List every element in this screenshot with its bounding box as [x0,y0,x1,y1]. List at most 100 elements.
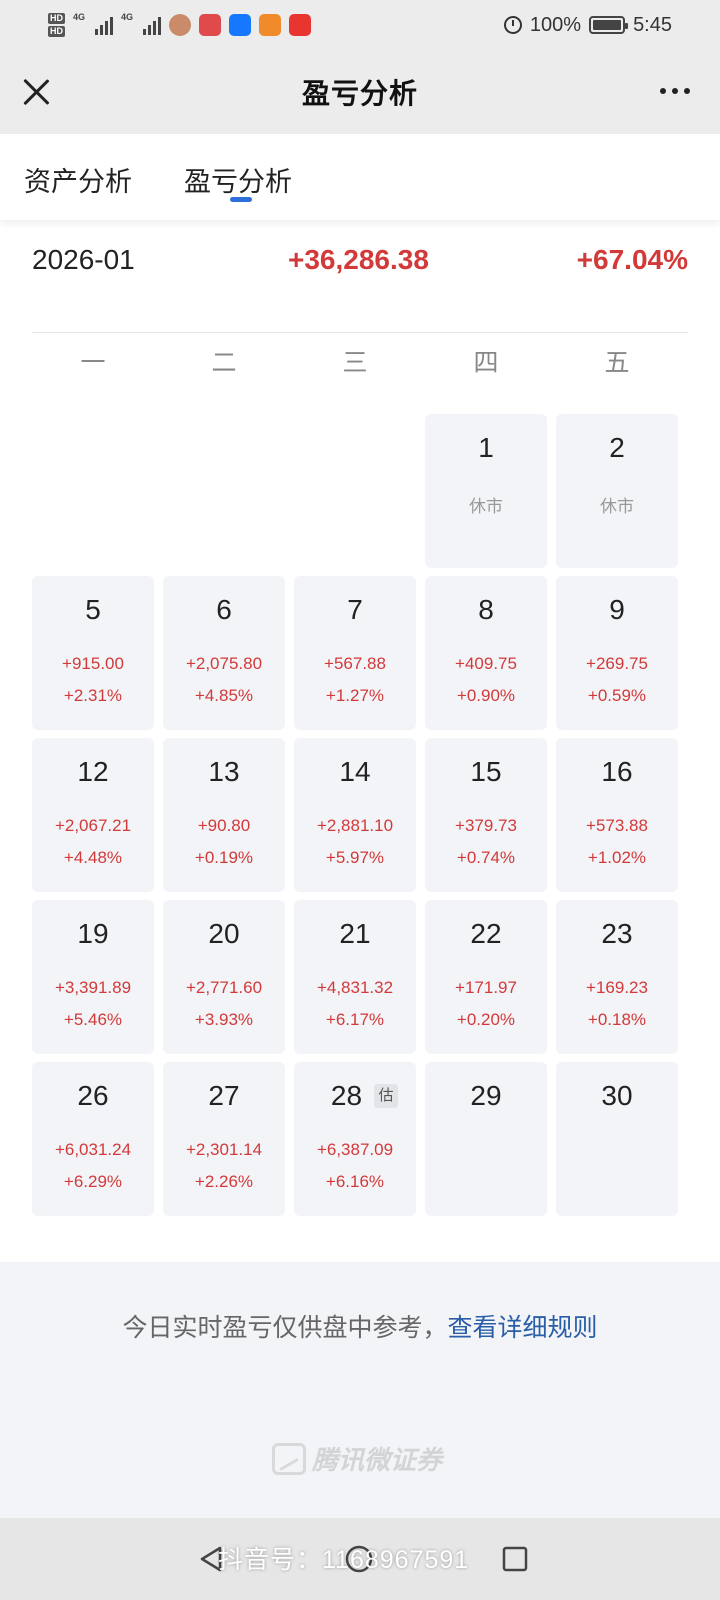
summary-profit: +36,286.38 [288,244,429,275]
weekday-label: 五 [604,349,630,377]
weekday-label: 一 [80,349,106,377]
day-rate: +0.19% [194,848,254,867]
calendar-day-cell[interactable]: 15 +379.73 +0.74% [425,738,547,892]
active-tab-indicator [230,197,252,202]
day-profit: +6,387.09 [316,1140,394,1159]
hd-label-1: HD [48,13,65,24]
system-navigation-bar: 抖音号：1168967591 [0,1518,720,1600]
day-number: 27 [208,1080,240,1111]
network-type-1: 4G [73,12,86,22]
calendar-day-cell[interactable]: 8 +409.75 +0.90% [425,576,547,730]
weekday-label: 二 [211,349,237,377]
navigation-bar: 盈亏分析 [0,50,720,134]
day-rate: +5.97% [325,848,385,867]
network-type-2: 4G [121,12,134,22]
day-number: 19 [77,918,109,949]
calendar-day-cell[interactable]: 7 +567.88 +1.27% [294,576,416,730]
day-profit: +171.97 [455,978,517,997]
summary-month: 2026-01 [32,244,135,275]
day-number: 15 [470,756,502,787]
day-number: 16 [601,756,633,787]
calendar-day-cell[interactable]: 12 +2,067.21 +4.48% [32,738,154,892]
calendar-day-cell[interactable]: 9 +269.75 +0.59% [556,576,678,730]
hd-indicator: HD HD [48,12,65,38]
clock: 5:45 [633,13,672,36]
page-title: 盈亏分析 [301,78,418,109]
day-rate: +2.26% [194,1172,254,1191]
day-profit: +2,881.10 [316,816,394,835]
day-profit: +4,831.32 [316,978,394,997]
calendar-day-cell[interactable]: 2 休市 [556,414,678,568]
status-left: HD HD 4G 4G [48,12,312,38]
rules-link[interactable]: 查看详细规则 [447,1314,598,1342]
month-summary: 2026-01 +36,286.38 +67.04% [0,240,720,284]
day-number: 28 [330,1080,363,1111]
alarm-icon [503,16,522,34]
day-profit: +409.75 [455,654,517,673]
day-rate: +3.93% [194,1010,254,1029]
day-profit: +567.88 [324,654,386,673]
day-rate: +4.85% [194,686,254,705]
day-profit: +269.75 [586,654,648,673]
signal-icon [95,15,114,35]
day-number: 5 [85,594,101,625]
weekday-label: 三 [342,349,368,377]
divider [32,332,688,333]
more-icon[interactable] [660,88,690,94]
summary-rate: +67.04% [576,244,688,275]
calendar-day-cell[interactable]: 26 +6,031.24 +6.29% [32,1062,154,1216]
estimate-badge: 估 [374,1084,398,1108]
disclaimer-text: 今日实时盈亏仅供盘中参考， [122,1314,448,1342]
day-rate: +6.29% [63,1172,123,1191]
day-number: 2 [609,432,625,463]
calendar-day-cell[interactable]: 5 +915.00 +2.31% [32,576,154,730]
close-icon[interactable] [22,78,50,106]
calendar-day-cell[interactable]: 16 +573.88 +1.02% [556,738,678,892]
hd-label-2: HD [48,26,65,37]
app-notification-icon [169,14,192,36]
calendar-day-cell[interactable]: 13 +90.80 +0.19% [163,738,285,892]
alipay-icon [229,14,252,36]
day-profit: +2,067.21 [54,816,132,835]
day-rate: +0.90% [456,686,516,705]
calendar-day-cell[interactable]: 23 +169.23 +0.18% [556,900,678,1054]
calendar-day-cell[interactable]: 28 估 +6,387.09 +6.16% [294,1062,416,1216]
calendar-day-cell[interactable]: 21 +4,831.32 +6.17% [294,900,416,1054]
day-rate: +6.17% [325,1010,385,1029]
day-profit: +573.88 [586,816,648,835]
calendar-day-cell[interactable]: 20 +2,771.60 +3.93% [163,900,285,1054]
calendar-day-cell[interactable]: 19 +3,391.89 +5.46% [32,900,154,1054]
battery-percent: 100% [529,13,582,36]
calendar-day-cell[interactable]: 22 +171.97 +0.20% [425,900,547,1054]
calendar-day-cell[interactable]: 30 [556,1062,678,1216]
calendar-day-cell[interactable]: 6 +2,075.80 +4.85% [163,576,285,730]
day-number: 8 [478,594,494,625]
brand-logo-icon [272,1442,306,1475]
day-number: 13 [208,756,240,787]
day-number: 14 [339,756,371,787]
calendar-day-cell[interactable]: 29 [425,1062,547,1216]
day-rate: +5.46% [63,1010,123,1029]
day-number: 6 [216,594,232,625]
tab-asset-analysis[interactable]: 资产分析 [24,167,132,197]
day-number: 29 [470,1080,502,1111]
brand-watermark: 腾讯微证券 [272,1440,442,1477]
brand-name: 腾讯微证券 [312,1445,443,1475]
back-icon[interactable] [196,1544,226,1574]
home-icon[interactable] [344,1544,374,1574]
tab-profit-analysis[interactable]: 盈亏分析 [184,167,292,197]
video-watermark: 抖音号：1168967591 [218,1546,470,1574]
day-rate: +6.16% [325,1172,385,1191]
day-rate: +4.48% [63,848,123,867]
calendar-day-cell[interactable]: 1 休市 [425,414,547,568]
day-number: 20 [208,918,240,949]
recent-apps-icon[interactable] [500,1544,530,1574]
day-rate: +0.20% [456,1010,516,1029]
day-rate: +0.74% [456,848,516,867]
day-profit: +3,391.89 [54,978,132,997]
calendar-day-cell[interactable]: 14 +2,881.10 +5.97% [294,738,416,892]
day-rate: +2.31% [63,686,123,705]
calendar-day-cell[interactable]: 27 +2,301.14 +2.26% [163,1062,285,1216]
footer-band [0,1262,720,1518]
weekday-header: 一二三四五 [32,343,688,379]
